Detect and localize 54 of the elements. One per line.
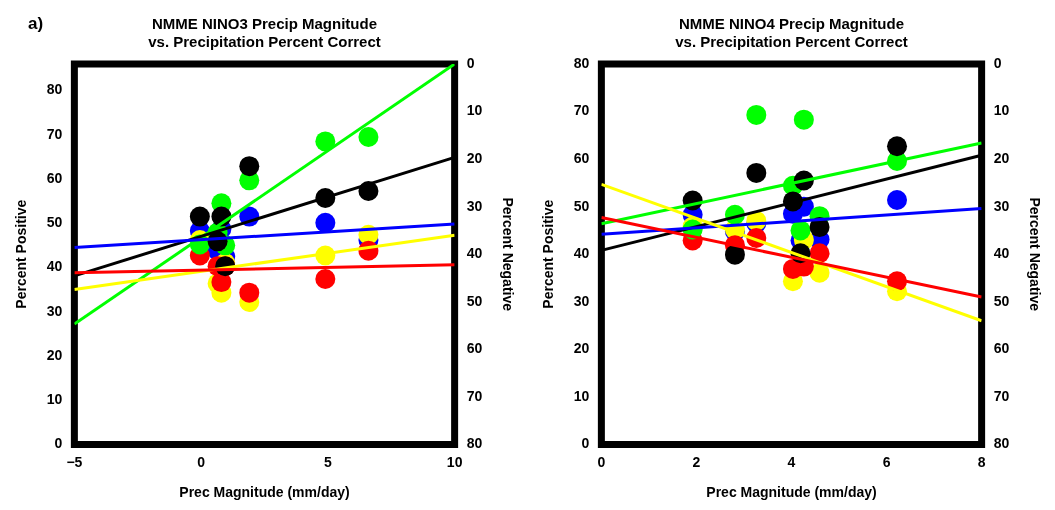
y2-tick-label: 60 [993,340,1010,357]
y-tick-label: 70 [46,125,63,142]
y-tick-label: 50 [46,214,63,231]
x-tick-label: 0 [597,453,606,470]
y-axis-title: Percent Positive [540,199,557,309]
text: a) [28,14,44,34]
y2-tick-label: 0 [993,54,1002,71]
x-tick-label: 5 [323,453,332,470]
y-tick-label: 10 [46,391,63,408]
y2-tick-label: 70 [466,387,483,404]
y2-tick-label: 0 [466,54,475,71]
y-tick-label: 30 [46,302,63,319]
y-tick-label: 30 [573,292,590,309]
y-tick-label: 10 [573,387,590,404]
y2-tick-label: 70 [993,387,1010,404]
y2-tick-label: 50 [466,292,483,309]
y-tick-label: 20 [573,340,590,357]
y2-tick-label: 30 [993,197,1010,214]
y-tick-label: 0 [54,435,63,452]
y2-axis-title: Percent Negative [499,197,516,312]
x-axis-title: Prec Magnitude (mm/day) [706,484,877,501]
chart-title: NMME NINO3 Precip Magnitude vs. Precipitation Percent Correct [148,15,381,51]
y2-tick-label: 80 [466,435,483,452]
x-tick-label: −5 [66,453,83,470]
y2-tick-label: 80 [993,435,1010,452]
y-tick-label: 50 [573,197,590,214]
y2-tick-label: 10 [993,102,1010,119]
x-tick-label: 4 [787,453,796,470]
x-tick-label: 2 [692,453,701,470]
y-axis-title: Percent Positive [13,199,30,309]
chart-title: NMME NINO4 Precip Magnitude vs. Precipitation Percent Correct [675,15,908,51]
x-tick-label: 0 [197,453,206,470]
y-tick-label: 40 [46,258,63,275]
x-tick-label: 6 [882,453,891,470]
y-tick-label: 80 [573,54,590,71]
y-tick-label: 60 [46,169,63,186]
y2-tick-label: 60 [466,340,483,357]
y-tick-label: 80 [46,81,63,98]
y2-tick-label: 20 [993,149,1010,166]
y2-tick-label: 30 [466,197,483,214]
y2-tick-label: 50 [993,292,1010,309]
y2-tick-label: 40 [466,245,483,262]
y2-tick-label: 20 [466,149,483,166]
x-tick-label: 10 [446,453,463,470]
y2-tick-label: 40 [993,245,1010,262]
y-tick-label: 70 [573,102,590,119]
x-axis-title: Prec Magnitude (mm/day) [179,484,350,501]
y-tick-label: 0 [581,435,590,452]
y-tick-label: 40 [573,245,590,262]
y2-tick-label: 10 [466,102,483,119]
y2-axis-title: Percent Negative [1026,197,1043,312]
y-tick-label: 20 [46,346,63,363]
x-tick-label: 8 [977,453,986,470]
y-tick-label: 60 [573,149,590,166]
